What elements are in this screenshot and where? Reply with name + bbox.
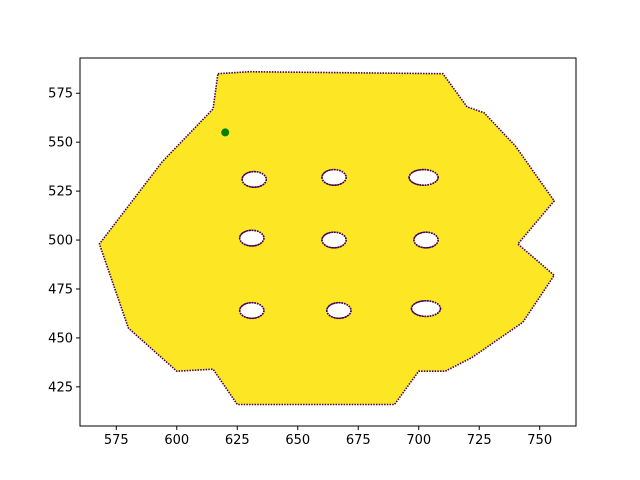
- x-tick-label: 650: [285, 433, 310, 448]
- plot-area: [98, 70, 556, 406]
- x-tick-label: 700: [406, 433, 431, 448]
- x-tick-label: 750: [527, 433, 552, 448]
- x-axis: 575 600 625 650 675 700 725 750: [104, 426, 552, 448]
- axes-frame: [79, 57, 577, 427]
- region-hole-0: [241, 170, 267, 188]
- region-hole-4: [321, 231, 347, 249]
- region-hole-3: [238, 229, 265, 247]
- x-tick-label: 725: [467, 433, 492, 448]
- y-tick-label: 575: [48, 87, 73, 102]
- region-hole-7: [326, 302, 352, 320]
- y-tick-label: 500: [48, 234, 73, 249]
- region-hole-2: [408, 168, 439, 186]
- y-tick-label: 475: [48, 282, 73, 297]
- region-hole-6: [238, 302, 265, 320]
- x-tick-label: 625: [225, 433, 250, 448]
- x-tick-label: 575: [104, 433, 129, 448]
- region-hole-5: [413, 231, 439, 249]
- x-tick-label: 600: [164, 433, 189, 448]
- y-tick-label: 425: [48, 380, 73, 395]
- region-hole-1: [321, 168, 347, 186]
- y-tick-label: 450: [48, 331, 73, 346]
- scatter-point-0: [221, 128, 230, 137]
- x-tick-label: 675: [346, 433, 371, 448]
- y-tick-label: 525: [48, 185, 73, 200]
- y-tick-label: 550: [48, 136, 73, 151]
- region-hole-8: [410, 300, 442, 318]
- y-axis: 425 450 475 500 525 550 575: [48, 87, 80, 395]
